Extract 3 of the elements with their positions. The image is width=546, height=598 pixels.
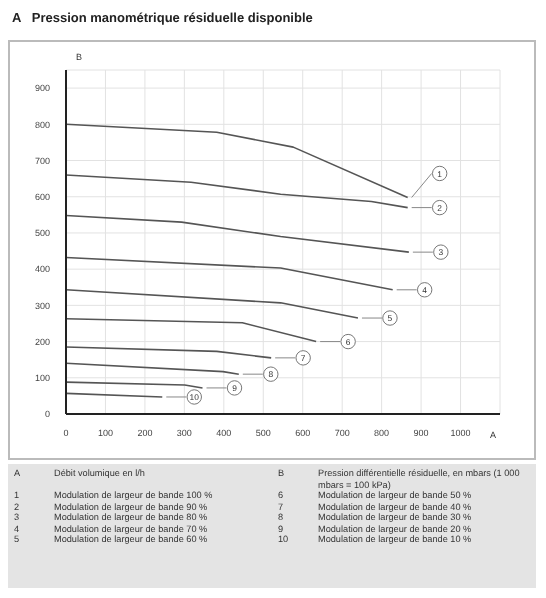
- line-series: [66, 214, 410, 253]
- line-series: [66, 174, 409, 209]
- line-series: [66, 123, 409, 199]
